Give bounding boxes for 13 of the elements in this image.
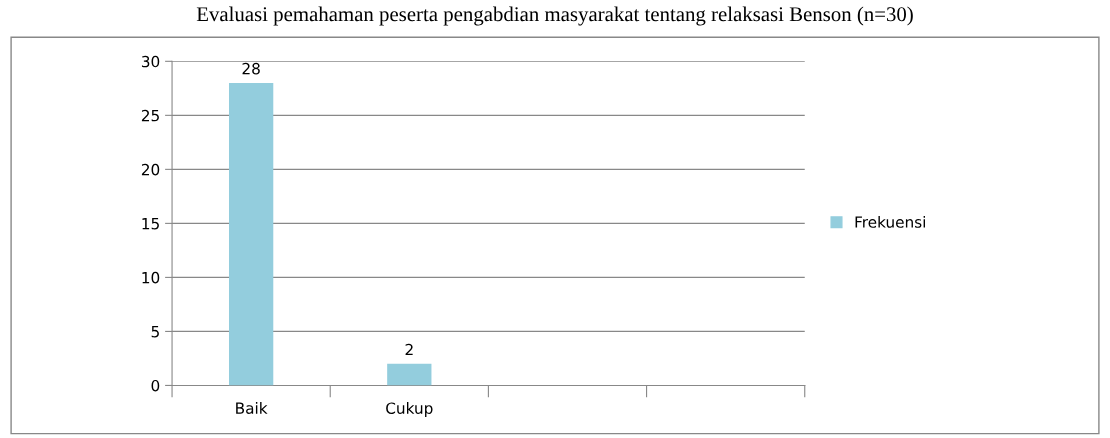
y-tick-label: 25 xyxy=(141,109,159,122)
legend-label: Frekuensi xyxy=(855,215,925,228)
y-tick-label: 5 xyxy=(151,326,159,338)
y-tick-label: 15 xyxy=(142,218,159,230)
y-tick-label: 10 xyxy=(142,271,160,284)
data-label: 2 xyxy=(405,343,413,356)
y-tick-label: 30 xyxy=(141,55,160,68)
x-tick-label: Cukup xyxy=(386,402,433,417)
y-tick-label: 20 xyxy=(141,163,160,176)
data-label: 28 xyxy=(242,62,260,75)
y-tick-label: 0 xyxy=(151,379,160,392)
chart-title: Evaluasi pemahaman peserta pengabdian masyarakat tentang relaksasi Benson (n=30) xyxy=(196,6,913,26)
x-tick-label: Baik xyxy=(236,402,268,414)
